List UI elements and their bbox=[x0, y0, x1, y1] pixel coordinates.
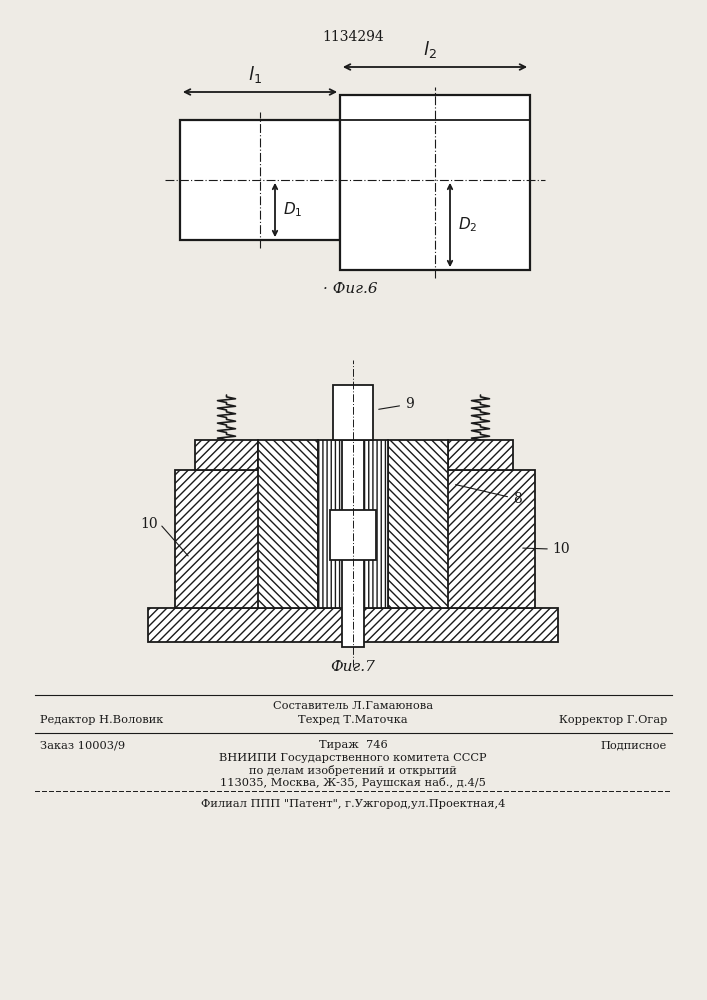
Bar bbox=[195, 440, 258, 470]
Bar bbox=[258, 440, 318, 608]
Bar bbox=[318, 440, 388, 608]
Text: $D_1$: $D_1$ bbox=[283, 201, 303, 219]
Text: Корректор Г.Огар: Корректор Г.Огар bbox=[559, 715, 667, 725]
Text: Фиг.7: Фиг.7 bbox=[331, 660, 375, 674]
Bar bbox=[342, 440, 364, 647]
Text: ВНИИПИ Государственного комитета СССР: ВНИИПИ Государственного комитета СССР bbox=[219, 753, 486, 763]
Text: 9: 9 bbox=[379, 397, 414, 411]
Text: 10: 10 bbox=[141, 517, 158, 531]
Text: 1134294: 1134294 bbox=[322, 30, 384, 44]
Bar bbox=[330, 510, 376, 560]
Text: $\mathit{l}_2$: $\mathit{l}_2$ bbox=[423, 39, 437, 60]
Text: Техред Т.Маточка: Техред Т.Маточка bbox=[298, 715, 408, 725]
Text: Подписное: Подписное bbox=[601, 740, 667, 750]
Text: по делам изобретений и открытий: по делам изобретений и открытий bbox=[249, 765, 457, 776]
Text: Тираж  746: Тираж 746 bbox=[319, 740, 387, 750]
Bar bbox=[388, 440, 448, 608]
Text: Редактор Н.Воловик: Редактор Н.Воловик bbox=[40, 715, 163, 725]
Bar bbox=[148, 608, 558, 642]
Text: 10: 10 bbox=[552, 542, 570, 556]
Text: Филиал ППП "Патент", г.Ужгород,ул.Проектная,4: Филиал ППП "Патент", г.Ужгород,ул.Проект… bbox=[201, 799, 506, 809]
Bar bbox=[448, 440, 513, 470]
Text: Составитель Л.Гамаюнова: Составитель Л.Гамаюнова bbox=[273, 701, 433, 711]
Bar bbox=[175, 470, 535, 608]
Bar bbox=[180, 120, 340, 240]
Text: 8: 8 bbox=[456, 485, 522, 506]
Text: $D_2$: $D_2$ bbox=[458, 216, 477, 234]
Text: · Фиг.6: · Фиг.6 bbox=[322, 282, 378, 296]
Bar bbox=[340, 95, 530, 270]
Text: $\mathit{l}_1$: $\mathit{l}_1$ bbox=[248, 64, 262, 85]
Bar bbox=[333, 385, 373, 440]
Text: Заказ 10003/9: Заказ 10003/9 bbox=[40, 740, 125, 750]
Text: 113035, Москва, Ж-35, Раушская наб., д.4/5: 113035, Москва, Ж-35, Раушская наб., д.4… bbox=[220, 777, 486, 788]
